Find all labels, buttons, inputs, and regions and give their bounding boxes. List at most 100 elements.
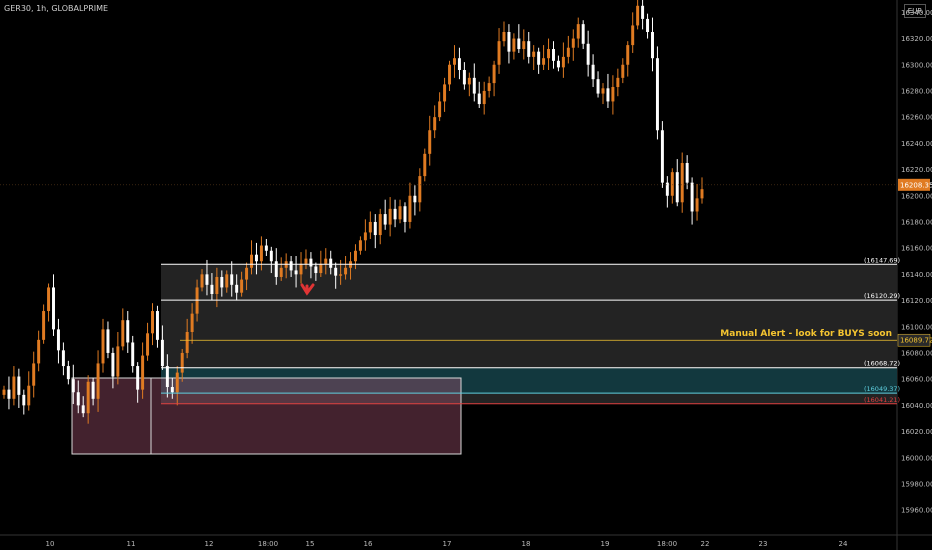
candle-body <box>621 64 625 78</box>
level-label: (16147.69) <box>864 256 900 264</box>
candle-body <box>165 366 169 388</box>
candle-body <box>448 64 452 85</box>
candle-body <box>47 287 51 312</box>
candle-body <box>358 240 362 251</box>
candle-body <box>235 284 239 293</box>
candle-body <box>17 376 21 395</box>
candle-body <box>606 88 610 102</box>
y-tick-label: 16040.00 <box>901 402 932 410</box>
candle-body <box>641 5 645 19</box>
candle-body <box>279 267 283 277</box>
chart-symbol-title: GER30, 1h, GLOBALPRIME <box>4 4 109 13</box>
x-tick-label: 19 <box>601 540 610 548</box>
candle-body <box>190 313 194 332</box>
candle-body <box>230 274 234 285</box>
x-tick-label: 18 <box>522 540 531 548</box>
candle-body <box>363 232 367 241</box>
candle-body <box>690 182 694 212</box>
candle-body <box>27 385 31 406</box>
y-tick-label: 16240.00 <box>901 140 932 148</box>
candle-body <box>259 245 263 262</box>
candle-body <box>378 214 382 236</box>
candle-body <box>571 38 575 48</box>
x-tick-label: 10 <box>46 540 55 548</box>
candle-body <box>423 153 427 177</box>
level-label: (16049.37) <box>864 385 900 393</box>
candle-body <box>136 366 140 390</box>
x-tick-label: 11 <box>127 540 136 548</box>
candle-body <box>264 245 268 251</box>
x-tick-label: 22 <box>701 540 710 548</box>
candle-body <box>106 329 110 353</box>
candle-body <box>324 258 328 264</box>
candle-body <box>556 60 560 68</box>
alert-price-tag <box>897 333 931 347</box>
candle-body <box>210 284 214 294</box>
candle-body <box>457 58 461 70</box>
y-tick-label: 16200.00 <box>901 192 932 200</box>
candle-body <box>76 392 80 406</box>
y-tick-label: 16140.00 <box>901 271 932 279</box>
candle-body <box>596 79 600 94</box>
candle-body <box>591 64 595 80</box>
candle-body <box>121 320 125 347</box>
candle-body <box>462 69 466 85</box>
candle-body <box>155 311 159 340</box>
candle-body <box>52 287 55 330</box>
candle-body <box>517 38 521 50</box>
candle-body <box>685 163 689 183</box>
candle-body <box>566 47 570 57</box>
x-tick-label: 18:00 <box>657 540 677 548</box>
candle-body <box>537 51 541 65</box>
candle-body <box>175 372 179 393</box>
y-tick-label: 16340.00 <box>901 9 932 17</box>
candle-body <box>141 355 145 390</box>
candle-body <box>651 32 654 59</box>
candle-body <box>12 376 16 399</box>
candle-body <box>438 101 442 118</box>
current-price-label: 16208.35 <box>900 181 932 189</box>
candle-body <box>269 250 273 262</box>
candle-body <box>22 394 26 406</box>
candle-body <box>586 43 590 65</box>
candle-body <box>56 329 60 351</box>
level-label: (16041.21) <box>864 396 900 404</box>
candle-body <box>304 258 308 264</box>
x-tick-label: 18:00 <box>258 540 278 548</box>
y-tick-label: 16300.00 <box>901 61 932 69</box>
candle-body <box>680 163 684 203</box>
x-tick-label: 15 <box>306 540 315 548</box>
candle-body <box>294 270 298 275</box>
candle-body <box>398 206 402 220</box>
candle-body <box>200 274 204 288</box>
candle-body <box>71 379 75 393</box>
candle-body <box>250 254 254 268</box>
candle-body <box>507 32 511 52</box>
candle-body <box>37 339 41 364</box>
candle-body <box>522 41 526 50</box>
candle-body <box>383 214 387 225</box>
candle-body <box>32 363 36 386</box>
candle-body <box>131 342 135 367</box>
candle-body <box>205 274 209 285</box>
candle-body <box>170 387 174 393</box>
y-tick-label: 16160.00 <box>901 245 932 253</box>
candle-body <box>274 261 278 277</box>
x-tick-label: 24 <box>839 540 848 548</box>
y-tick-label: 16100.00 <box>901 323 932 331</box>
candle-body <box>42 311 46 340</box>
candle-body <box>314 266 318 274</box>
candle-body <box>299 263 303 275</box>
candle-body <box>477 93 481 105</box>
candle-body <box>160 339 164 367</box>
candle-body <box>96 363 100 399</box>
candle-body <box>91 381 95 399</box>
candle-body <box>502 32 506 42</box>
candle-body <box>339 274 343 276</box>
candle-body <box>655 58 659 131</box>
x-tick-label: 12 <box>205 540 214 548</box>
candle-body <box>81 405 85 414</box>
candle-body <box>344 267 348 275</box>
candle-body <box>547 49 551 59</box>
